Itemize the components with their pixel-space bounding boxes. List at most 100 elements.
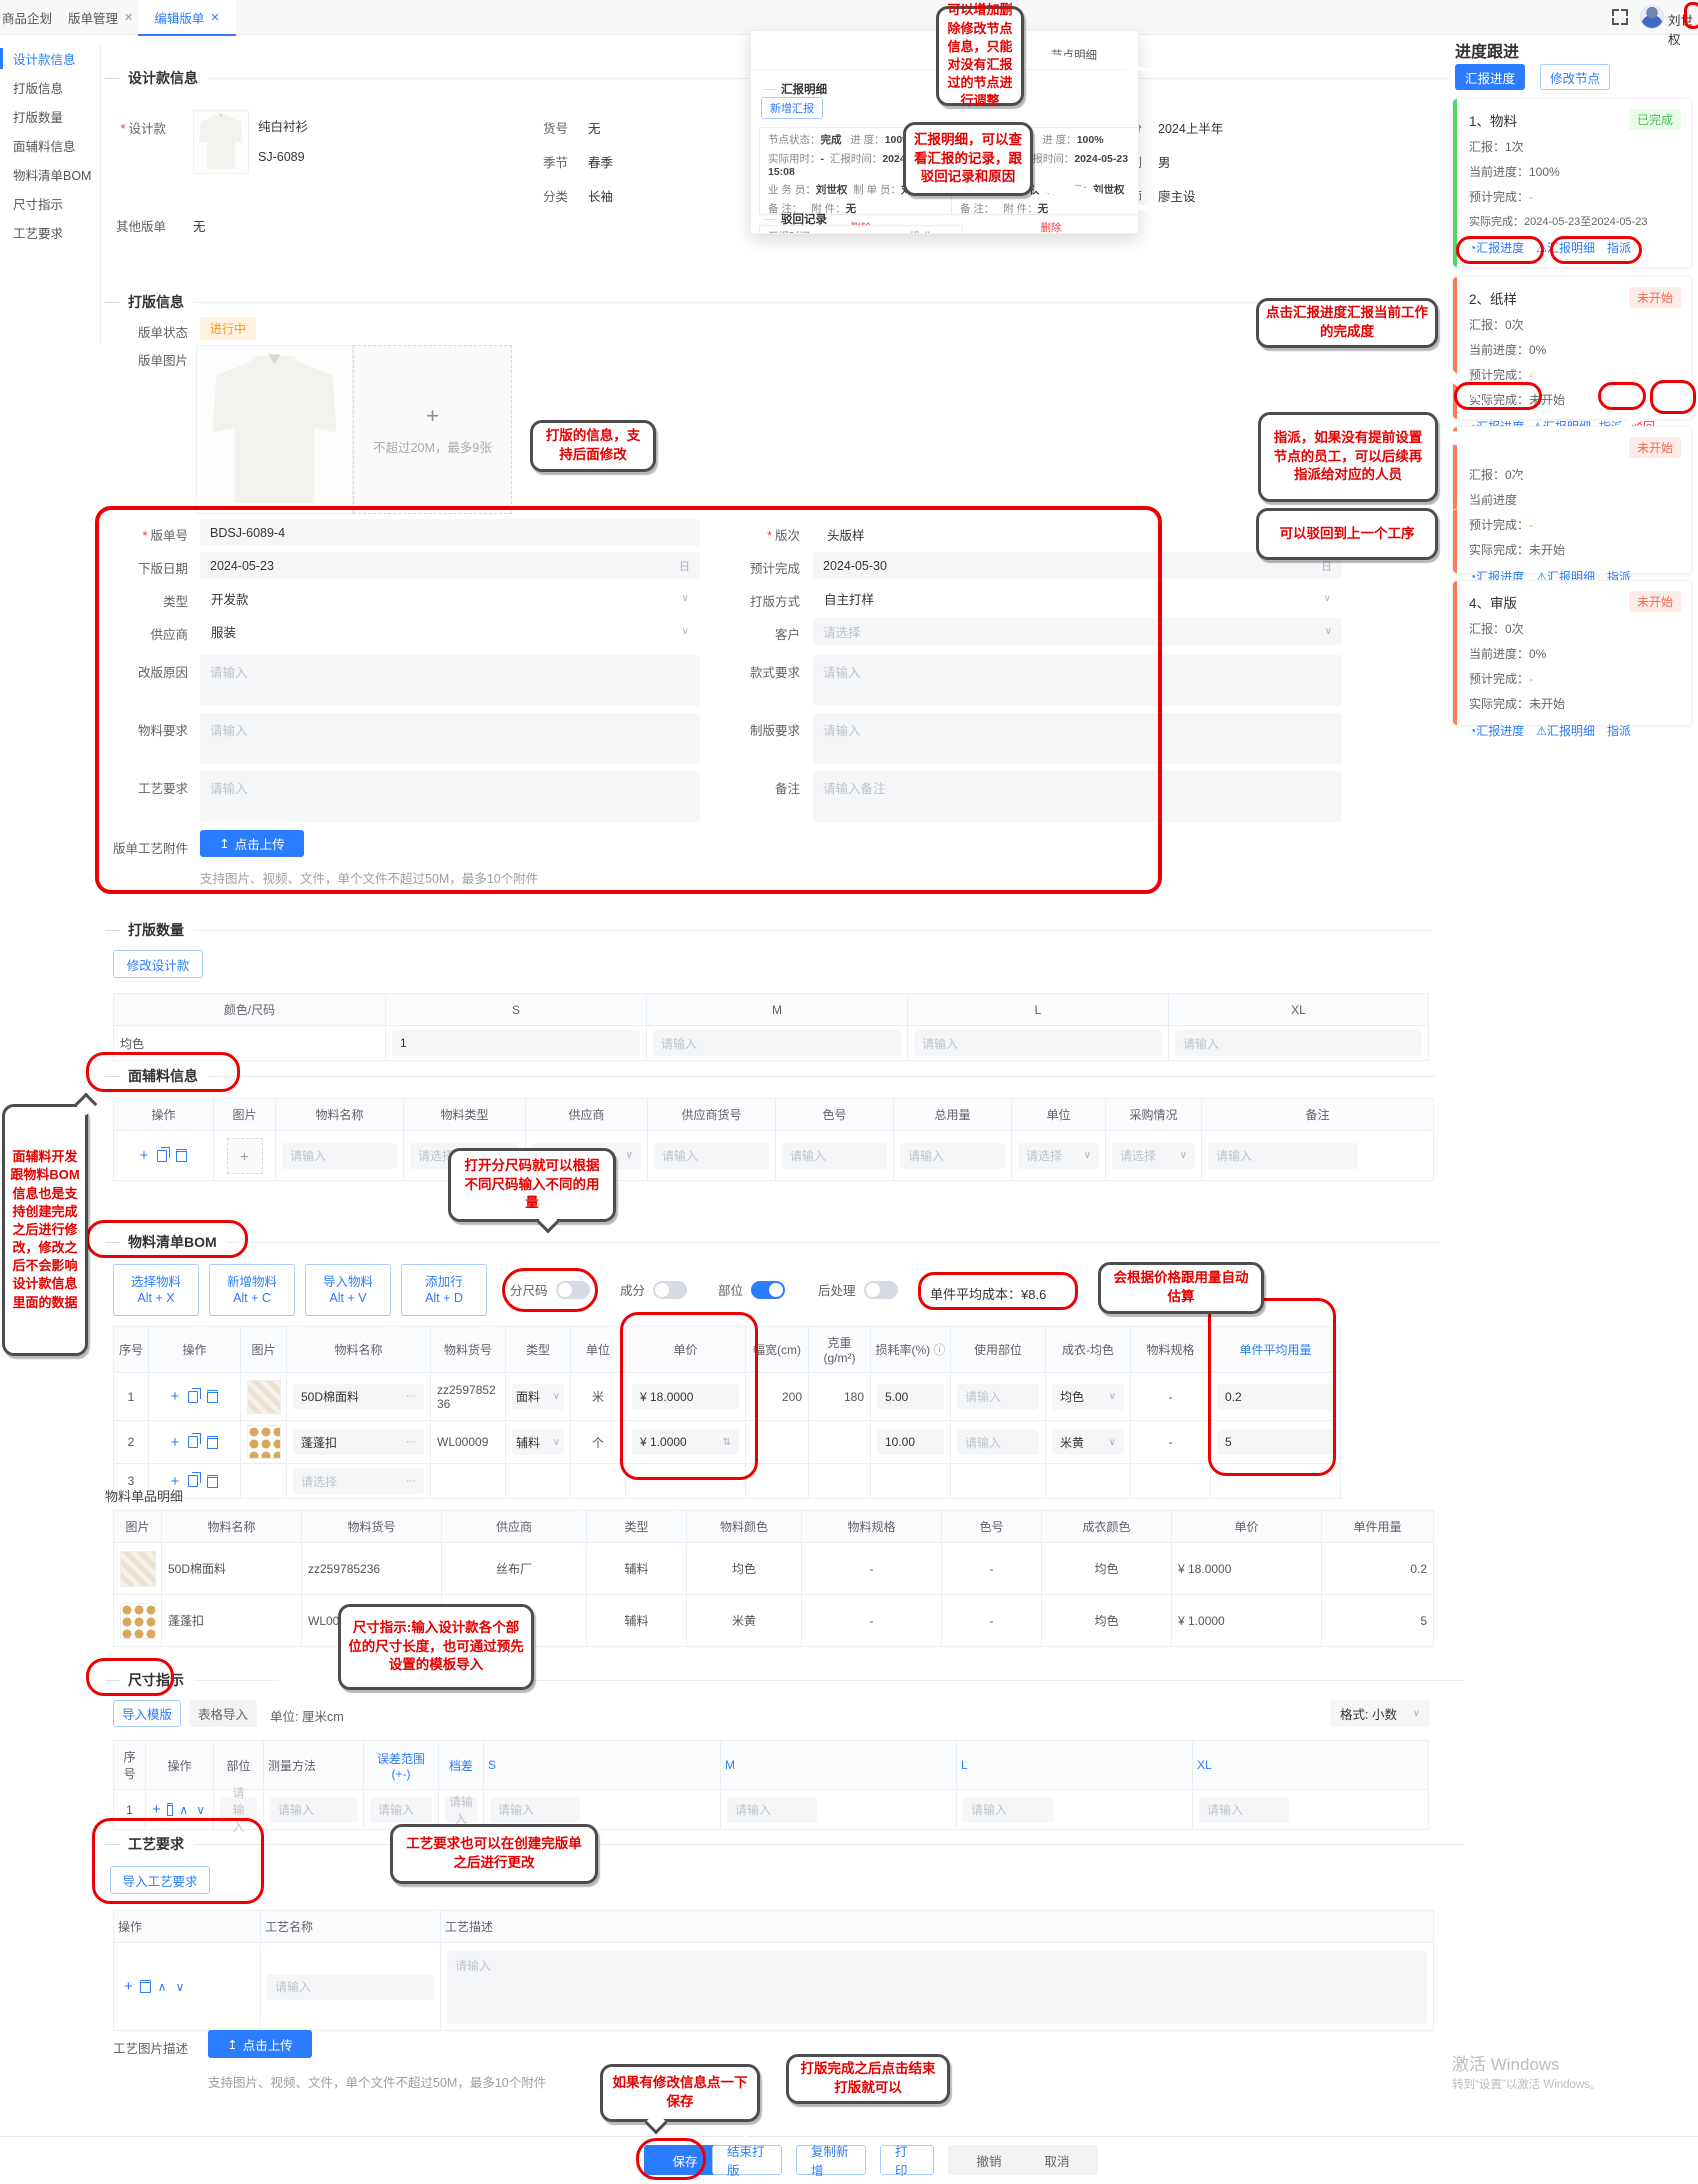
name-input[interactable]: 请输入 [282,1142,397,1169]
add-row-icon[interactable]: + [139,1147,149,1164]
report-detail-link[interactable]: ⚠汇报明细 [1536,724,1596,738]
unit-select[interactable]: 请选择 ∨ [1018,1142,1099,1169]
craft-name-input[interactable]: 请输入 [267,1973,434,2000]
move-up-icon[interactable]: ∧ [179,1802,191,1817]
delete-row-icon[interactable] [166,1803,174,1816]
material-thumb[interactable] [247,1379,281,1414]
avg-usage-input[interactable]: 5 [1217,1429,1334,1455]
color-select[interactable]: 均色 ∨ [1052,1383,1124,1410]
add-row-icon[interactable]: + [170,1472,180,1490]
cancel-button[interactable]: 取消 [1016,2145,1098,2175]
report-detail-link[interactable]: ⚠汇报明细 [1536,241,1596,255]
delete-row-icon[interactable] [207,1435,219,1449]
import-material-button[interactable]: 导入物料 Alt + V [305,1264,391,1316]
add-report-button[interactable]: 新增汇报 [761,97,823,119]
delete-row-icon[interactable] [207,1474,219,1488]
post-process-toggle[interactable] [863,1280,898,1299]
craft-upload-button[interactable]: ↥ 点击上传 [208,2030,312,2058]
order-no-input[interactable]: BDSJ-6089-4 [200,519,700,546]
customer-select[interactable]: 请选择 ∨ [813,618,1342,645]
price-input[interactable]: ¥ 18.0000 [632,1383,739,1410]
color-no-input[interactable]: 请输入 [782,1142,887,1169]
add-material-button[interactable]: 新增物料 Alt + C [209,1264,295,1316]
avatar[interactable] [1640,5,1664,29]
assign-link[interactable]: 指派 [1607,724,1632,738]
pattern-image[interactable] [196,345,353,514]
size-s-input[interactable]: 请输入 [490,1796,580,1823]
copy-new-button[interactable]: 复制新增 [796,2145,866,2178]
info-icon[interactable]: ⓘ [933,1343,946,1357]
purchase-select[interactable]: 请选择 ∨ [1112,1142,1195,1169]
part-input[interactable]: 请输入 [220,1786,257,1834]
date-input[interactable]: 2024-05-23 日 [200,552,700,579]
print-button[interactable]: 打印 [880,2145,934,2178]
loss-input[interactable]: 10.00 [877,1429,944,1455]
assign-link[interactable]: 指派 [1607,241,1632,255]
nav-item-fabric-info[interactable]: 面辅料信息 [13,140,76,154]
image-add-box[interactable]: + [226,1137,263,1174]
copy-row-icon[interactable] [188,1433,201,1448]
image-upload-box[interactable]: + 不超过20M，最多9张 [353,345,512,514]
tab-order-management[interactable]: 版单管理 ✕ [58,0,143,34]
import-craft-button[interactable]: 导入工艺要求 [110,1866,210,1894]
material-thumb[interactable] [247,1425,281,1459]
method-select[interactable]: 自主打样 ∨ [813,585,1342,612]
fullscreen-icon[interactable] [1612,9,1628,25]
supplier-code-input[interactable]: 请输入 [654,1142,769,1169]
stepper-icon[interactable]: ⇅ [722,1436,731,1448]
color-select[interactable]: 米黄 ∨ [1052,1429,1124,1455]
part-input[interactable]: 请输入 [957,1429,1039,1455]
add-row-icon[interactable]: + [170,1433,180,1451]
total-usage-input[interactable]: 请输入 [900,1142,1005,1169]
size-m-input[interactable]: 请输入 [727,1796,817,1823]
import-template-button[interactable]: 导入模版 [113,1700,181,1727]
craft-require-textarea[interactable]: 请输入 [200,771,700,822]
add-row-icon[interactable]: + [124,1978,133,1995]
material-name[interactable]: 50D棉面料 ⋯ [293,1383,424,1410]
material-name[interactable]: 请选择 ⋯ [293,1468,424,1494]
nav-item-size-guide[interactable]: 尺寸指示 [13,198,64,212]
delete-row-icon[interactable] [207,1390,219,1403]
style-require-textarea[interactable]: 请输入 [813,655,1342,706]
size-l-input[interactable]: 请输入 [963,1796,1053,1823]
nav-item-bom[interactable]: 物料清单BOM [13,169,92,183]
copy-row-icon[interactable] [188,1387,201,1403]
type-select[interactable]: 开发款 ∨ [200,585,700,612]
nav-item-pattern-qty[interactable]: 打版数量 [13,111,64,125]
size-code-toggle[interactable] [555,1280,590,1299]
type-select[interactable]: 面料 ∨ [512,1383,564,1410]
supplier-select[interactable]: 服装 ∨ [200,618,700,645]
price-input[interactable]: ¥ 1.0000 ⇅ [632,1429,739,1455]
tolerance-input[interactable]: 请输入 [370,1796,432,1823]
method-input[interactable]: 请输入 [270,1796,357,1823]
qty-input-xl[interactable]: 请输入 [1175,1030,1422,1056]
loss-input[interactable]: 5.00 [877,1383,944,1410]
nav-item-design-info[interactable]: 设计款信息 [0,44,100,73]
move-up-icon[interactable]: ∧ [157,1979,169,1994]
part-toggle[interactable] [751,1280,786,1299]
close-icon[interactable]: ✕ [124,11,134,24]
modify-node-button[interactable]: 修改节点 [1540,64,1610,90]
delete-report-link[interactable]: 删除 [1040,222,1062,234]
part-input[interactable]: 请输入 [957,1383,1039,1410]
end-pattern-button[interactable]: 结束打版 [712,2145,782,2178]
report-progress-link[interactable]: ◔汇报进度 [1469,241,1525,255]
nav-item-craft[interactable]: 工艺要求 [13,227,64,241]
format-select[interactable]: 格式: 小数 ∨ [1330,1700,1430,1727]
qty-input-m[interactable]: 请输入 [653,1030,901,1056]
remark-textarea[interactable]: 请输入备注 [813,771,1342,822]
report-progress-link[interactable]: ◔汇报进度 [1469,724,1525,738]
expect-date-input[interactable]: 2024-05-30 日 [813,552,1342,579]
revise-reason-textarea[interactable]: 请输入 [200,655,700,706]
upload-attach-button[interactable]: ↥ 点击上传 [200,830,304,857]
material-name[interactable]: 蓬蓬扣 ⋯ [293,1429,424,1455]
select-material-button[interactable]: 选择物料 Alt + X [113,1264,199,1316]
component-toggle[interactable] [653,1280,688,1299]
move-down-icon[interactable]: ∨ [196,1802,207,1817]
copy-row-icon[interactable] [157,1146,170,1162]
avg-usage-input[interactable]: 0.2 [1217,1383,1334,1410]
craft-desc-textarea[interactable]: 请输入 [447,1949,1427,2024]
delete-row-icon[interactable] [139,1980,151,1993]
platemaking-require-textarea[interactable]: 请输入 [813,713,1342,764]
nav-item-pattern-info[interactable]: 打版信息 [13,82,64,96]
